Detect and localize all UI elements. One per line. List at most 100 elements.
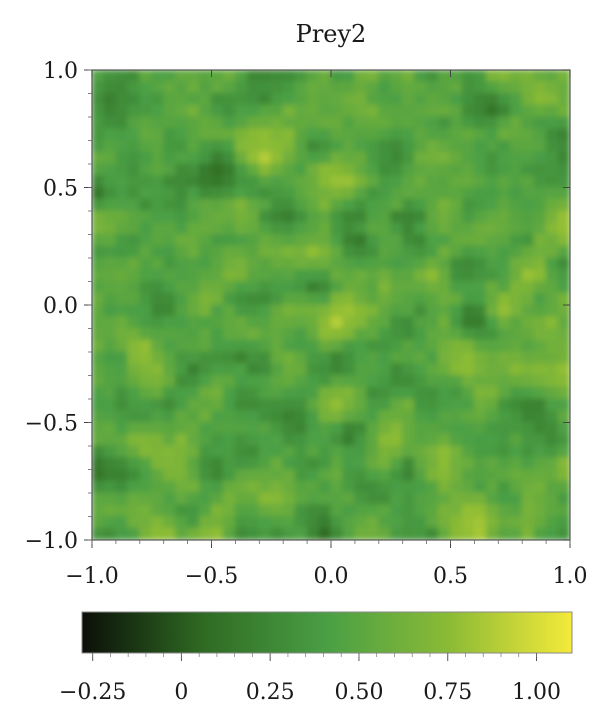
heatmap-cell: [246, 516, 260, 529]
heatmap-cell: [127, 316, 141, 329]
chart-title: Prey2: [296, 20, 367, 48]
heatmap-cell: [246, 175, 260, 188]
heatmap-cell: [366, 245, 380, 259]
heatmap-cell: [187, 269, 201, 282]
heatmap-cell: [127, 81, 141, 94]
heatmap-cell: [175, 198, 189, 212]
heatmap-cell: [414, 457, 428, 470]
heatmap-cell: [545, 70, 559, 83]
heatmap-cell: [390, 269, 404, 282]
heatmap-cell: [175, 386, 189, 400]
heatmap-cell: [402, 316, 416, 329]
heatmap-cell: [199, 281, 212, 294]
heatmap-cell: [163, 198, 177, 212]
x-axis-ticks: −1.0 −0.5 0.0 0.5 1.0: [65, 70, 588, 589]
heatmap-cell: [234, 269, 248, 282]
heatmap-cell: [294, 175, 308, 188]
heatmap-cell: [521, 457, 535, 470]
heatmap-cell: [294, 163, 308, 177]
heatmap-cell: [497, 93, 511, 106]
heatmap-cell: [533, 469, 547, 482]
heatmap-cell: [461, 81, 475, 94]
heatmap-cell: [402, 234, 416, 247]
heatmap-cell: [270, 433, 284, 447]
heatmap-cell: [354, 104, 368, 118]
heatmap-cell: [390, 187, 404, 200]
heatmap-cell: [92, 304, 105, 318]
heatmap-cell: [294, 328, 308, 341]
heatmap-cell: [545, 469, 559, 482]
heatmap-cell: [175, 163, 189, 177]
heatmap-cell: [103, 504, 117, 517]
heatmap-cell: [366, 140, 380, 153]
heatmap-cell: [163, 480, 177, 494]
heatmap-cell: [270, 398, 284, 412]
heatmap-cell: [426, 245, 440, 259]
heatmap-cell: [497, 163, 511, 177]
heatmap-cell: [127, 198, 141, 212]
heatmap-cell: [354, 163, 368, 177]
heatmap-cell: [294, 445, 308, 459]
heatmap-cell: [187, 128, 201, 141]
heatmap-cell: [521, 128, 535, 141]
heatmap-cell: [92, 222, 105, 235]
heatmap-cell: [557, 363, 570, 376]
heatmap-cell: [115, 163, 129, 177]
heatmap-cell: [342, 81, 356, 94]
heatmap-cell: [151, 140, 165, 153]
heatmap-cell: [234, 210, 248, 224]
heatmap-cell: [450, 422, 463, 435]
heatmap-cell: [139, 198, 153, 212]
heatmap-cell: [318, 363, 332, 376]
heatmap-cell: [473, 281, 487, 294]
heatmap-cell: [461, 304, 475, 318]
heatmap-cell: [545, 281, 559, 294]
heatmap-cell: [294, 292, 308, 306]
heatmap-cell: [461, 281, 475, 294]
heatmap-cell: [461, 398, 475, 412]
heatmap-cell: [175, 328, 189, 341]
heatmap-cell: [270, 339, 284, 353]
heatmap-cell: [151, 363, 165, 376]
heatmap-cell: [366, 386, 380, 400]
heatmap-cell: [497, 257, 511, 271]
heatmap-cell: [92, 492, 105, 506]
heatmap-cell: [199, 527, 212, 540]
heatmap-cell: [115, 339, 129, 353]
heatmap-cell: [354, 245, 368, 259]
heatmap-cell: [497, 316, 511, 329]
heatmap-cell: [294, 128, 308, 141]
heatmap-cell: [485, 163, 499, 177]
heatmap-cell: [342, 422, 356, 435]
colorbar: −0.25 0 0.25 0.50 0.75 1.00: [59, 611, 573, 705]
heatmap-cell: [533, 386, 547, 400]
heatmap-cell: [366, 151, 380, 165]
heatmap-cell: [199, 187, 212, 200]
heatmap-cell: [426, 257, 440, 271]
heatmap-cell: [354, 433, 368, 447]
heatmap-cell: [450, 469, 463, 482]
heatmap-cell: [270, 70, 284, 83]
heatmap-cell: [270, 245, 284, 259]
heatmap-cell: [103, 128, 117, 141]
heatmap-cell: [234, 445, 248, 459]
heatmap-cell: [330, 492, 344, 506]
heatmap-cell: [163, 81, 177, 94]
heatmap-cell: [246, 410, 260, 423]
heatmap-cell: [426, 269, 440, 282]
heatmap-cell: [258, 375, 272, 388]
heatmap-cell: [306, 363, 320, 376]
heatmap-cell: [461, 198, 475, 212]
heatmap-cell: [282, 151, 296, 165]
heatmap-cell: [497, 504, 511, 517]
heatmap-cell: [103, 410, 117, 423]
heatmap-cell: [92, 480, 105, 494]
heatmap-cell: [222, 281, 236, 294]
heatmap-cell: [485, 304, 499, 318]
heatmap-cell: [378, 187, 392, 200]
heatmap-cell: [473, 304, 487, 318]
heatmap-cell: [473, 70, 487, 83]
heatmap-cell: [497, 422, 511, 435]
heatmap-cell: [509, 222, 523, 235]
heatmap-cell: [175, 433, 189, 447]
